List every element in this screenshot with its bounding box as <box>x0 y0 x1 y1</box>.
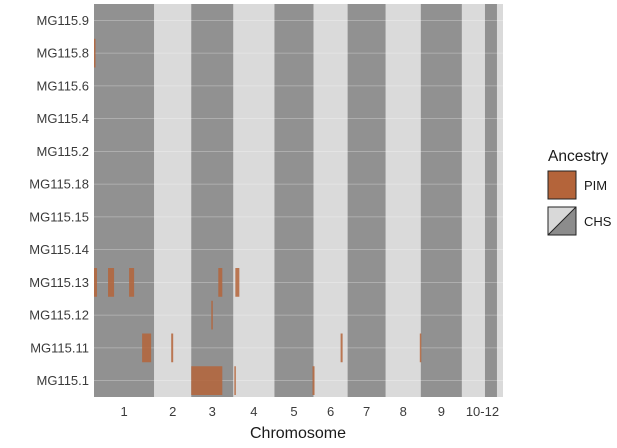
pim-segment <box>234 366 236 395</box>
x-axis-title: Chromosome <box>250 425 346 442</box>
x-tick-label: 10-12 <box>466 404 499 419</box>
pim-segment <box>108 268 115 297</box>
pim-segments <box>94 38 422 395</box>
chromosome-blocks <box>94 4 503 397</box>
pim-segment <box>419 333 422 363</box>
y-tick-label: MG115.8 <box>36 46 89 61</box>
x-tick-label: 6 <box>327 404 334 419</box>
pim-segment <box>191 366 223 395</box>
chromosome-block-3 <box>191 4 234 397</box>
pim-segment <box>235 268 240 297</box>
pim-segment <box>142 333 152 363</box>
x-tick-label: 3 <box>209 404 216 419</box>
pim-segment <box>94 38 96 68</box>
y-tick-label: MG115.1 <box>36 373 89 388</box>
chromosome-block-12 <box>496 4 503 397</box>
chromosome-block-6 <box>313 4 348 397</box>
pim-segment <box>312 366 315 395</box>
x-tick-label: 5 <box>290 404 297 419</box>
y-axis-tick-labels: MG115.9 MG115.8 MG115.6 MG115.4 MG115.2 MG115… <box>29 13 89 388</box>
chromosome-block-1 <box>94 4 155 397</box>
pim-segment <box>171 333 174 363</box>
chromosome-block-11 <box>484 4 497 397</box>
pim-segment <box>211 300 213 330</box>
pim-segment <box>340 333 343 363</box>
legend-key-chs <box>547 206 577 236</box>
legend-key-pim <box>547 170 577 200</box>
chromosome-block-4 <box>233 4 275 397</box>
y-tick-label: MG115.14 <box>29 242 89 257</box>
y-tick-label: MG115.13 <box>29 275 89 290</box>
chromosome-block-8 <box>385 4 421 397</box>
chromosome-block-7 <box>347 4 386 397</box>
pim-segment <box>218 268 223 297</box>
chromosome-block-5 <box>274 4 314 397</box>
y-tick-label: MG115.2 <box>36 144 89 159</box>
legend-label-pim: PIM <box>584 178 607 193</box>
legend-label-chs: CHS <box>584 214 612 229</box>
pim-segment <box>94 268 98 297</box>
gridlines <box>94 19 503 382</box>
y-tick-label: MG115.9 <box>36 13 89 28</box>
x-tick-label: 2 <box>169 404 176 419</box>
y-tick-label: MG115.15 <box>29 209 89 224</box>
y-tick-label: MG115.12 <box>29 308 89 323</box>
x-tick-label: 4 <box>250 404 257 419</box>
x-tick-label: 9 <box>438 404 445 419</box>
x-axis-tick-labels: 1 2 3 4 5 6 7 8 9 10-12 <box>120 404 499 419</box>
x-tick-label: 1 <box>120 404 127 419</box>
pim-segment <box>129 268 135 297</box>
x-tick-label: 8 <box>400 404 407 419</box>
y-tick-label: MG115.4 <box>36 111 89 126</box>
legend-title: Ancestry <box>548 148 609 165</box>
y-tick-label: MG115.6 <box>36 78 89 93</box>
chromosome-block-9 <box>420 4 462 397</box>
y-tick-label: MG115.18 <box>29 177 89 192</box>
chromosome-block-10 <box>461 4 485 397</box>
x-tick-label: 7 <box>363 404 370 419</box>
chromosome-block-2 <box>154 4 192 397</box>
legend: Ancestry PIM CHS <box>547 148 612 236</box>
y-tick-label: MG115.11 <box>30 340 89 355</box>
